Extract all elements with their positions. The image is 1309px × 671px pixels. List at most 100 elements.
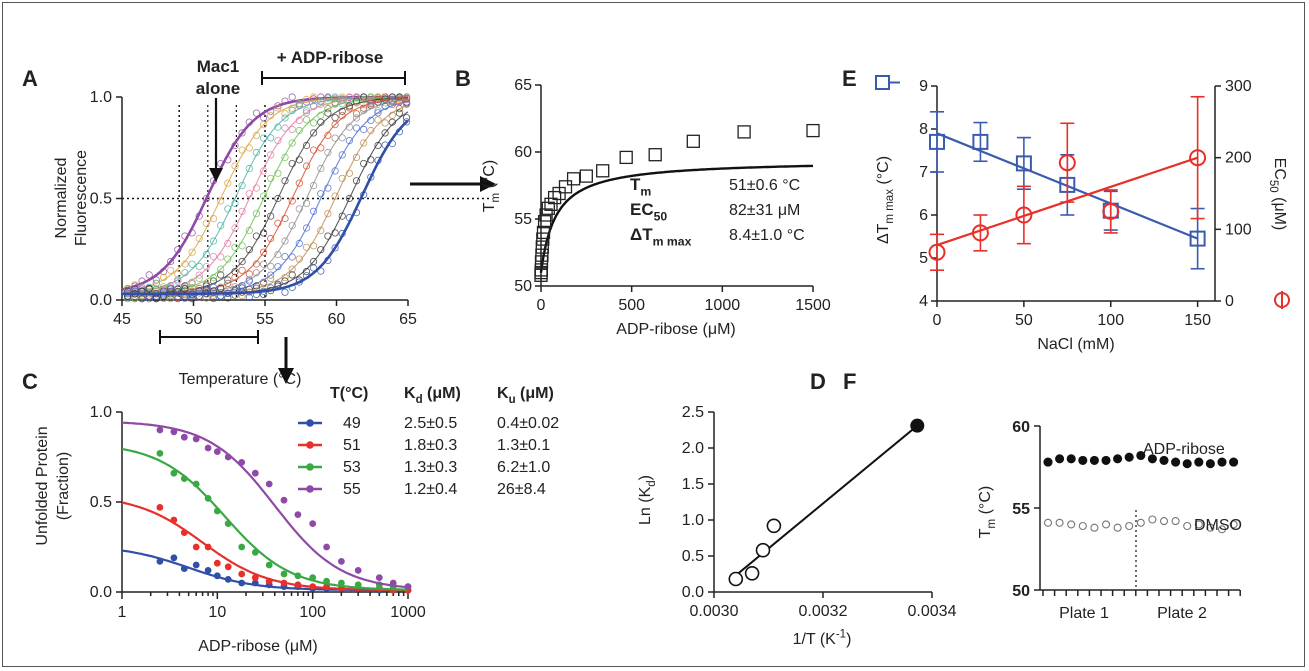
panel-a-data-point [345,123,353,131]
panel-a-data-point [317,97,325,105]
panel-a-data-point [352,177,361,185]
panel-e-right-tick-label: 100 [1225,221,1252,238]
panel-b-data-point [544,197,558,211]
panel-c-fit-curve [121,501,408,592]
panel-a-data-point [288,271,296,279]
panel-a-data-point [338,174,346,182]
panel-b-y-label-part: (°C) [481,160,498,193]
panel-b-data-point [534,255,549,269]
panel-a-data-point [195,212,203,220]
panel-e-x-tick-label: 0 [933,312,942,329]
panel-a-data-point [295,205,303,213]
panel-f-dmso-point [1055,518,1064,527]
panel-f-y-label: Tm (°C) [977,486,998,538]
panel-b-data-point [535,248,549,262]
panel-a-data-point [360,139,368,147]
panel-e-circle-point [1015,206,1033,224]
panel-c-header-ku-part: (μM) [516,385,554,402]
panel-c-data-point [170,469,178,477]
panel-f-dmso-point [1043,518,1053,527]
panel-c-row-ku: 26±8.4 [497,481,546,498]
panel-a-x-tick-label: 55 [256,311,274,328]
panel-c-data-point [180,475,188,482]
panel-a-data-point [267,274,275,283]
panel-a-data-point [367,173,375,181]
panel-c-data-point [280,496,288,504]
panel-a-data-point [360,125,368,134]
panel-e-right-tick-label: 300 [1225,78,1252,95]
panel-f-adp-point [1066,454,1076,464]
panel-b-param-label-part: ΔT [630,225,653,244]
panel-c-data-point [389,579,397,587]
panel-c-data-point [213,559,221,567]
panel-a-data-point [152,295,160,303]
panel-a-data-point [195,234,203,243]
panel-c-data-point [192,435,200,443]
panel-f-y-label-part: (°C) [977,486,994,519]
panel-a-data-point [238,266,246,274]
panel-d-x-label-part: -1 [836,629,846,641]
panel-a-data-point [259,192,268,200]
panel-c-header-ku-part: u [509,394,516,406]
panel-f-dmso-point [1206,523,1215,532]
panel-a-data-point [374,93,382,101]
panel-a-x-tick-label: 65 [399,311,417,328]
panel-a-data-point [374,95,382,104]
panel-c-data-point [156,504,164,511]
panel-c-data-point [204,567,212,574]
panel-a-data-point [309,93,318,101]
panel-a-data-point [159,267,168,276]
panel-a-data-point [338,134,346,142]
panel-b-y-label-part: T [481,202,498,212]
panel-c-fit-curve [121,421,409,589]
panel-a-data-point [395,128,403,136]
panel-a-data-point [309,264,318,272]
panel-c-legend-marker [306,441,314,449]
panel-a-data-point [288,104,296,112]
panel-a-data-point [345,102,353,110]
panel-e-x-tick-label: 50 [1015,312,1033,329]
panel-a-data-point [317,111,325,119]
panel-a-data-point [259,114,268,122]
panel-a-data-point [302,141,311,150]
panel-e-circle-point [1102,202,1120,220]
panel-c-y-tick-label: 0.0 [90,584,112,601]
panel-a-data-point [159,285,168,293]
panel-a-data-point [302,267,311,276]
panel-a-data-point [145,271,153,279]
panel-a-data-point [159,273,168,281]
panel-b-param-label: Tm [630,175,651,198]
panel-a-data-point [295,255,303,263]
panel-a-data-point [374,141,382,150]
panel-a-data-point [181,292,189,300]
panel-a-data-point [259,280,268,288]
panel-b-data-point [737,125,751,139]
panel-c-data-point [156,450,164,457]
panel-b-data-point [536,232,550,246]
panel-a-data-point [238,146,246,154]
panel-a-data-point [345,104,353,112]
panel-a-data-point [224,156,232,164]
panel-f-dmso-point [1125,521,1134,531]
panel-f-adp-point [1055,454,1065,464]
panel-a-data-point [331,121,339,129]
panel-a-y-label-1: Normalized [53,158,70,239]
panel-a-data-point [202,263,210,271]
panel-a-data-point [145,292,153,300]
panel-a-data-point [360,104,368,112]
panel-c-row-temp: 51 [343,437,361,454]
panel-a-data-point [181,260,189,268]
panel-c-data-point [224,453,232,461]
panel-a-data-point [288,93,296,101]
panel-a-data-point [224,205,232,213]
panel-c-data-point [265,480,273,488]
panel-a-data-point [367,116,375,125]
mac1-label: Mac1 [197,57,240,76]
panel-a-data-point [374,116,382,124]
panel-a-data-point [388,118,396,126]
panel-label-e: E [842,66,857,91]
panel-a-data-point [231,162,239,170]
panel-a-x-tick-label: 60 [328,311,346,328]
panel-a-data-point [224,255,232,263]
panel-c-data-point [265,577,273,585]
